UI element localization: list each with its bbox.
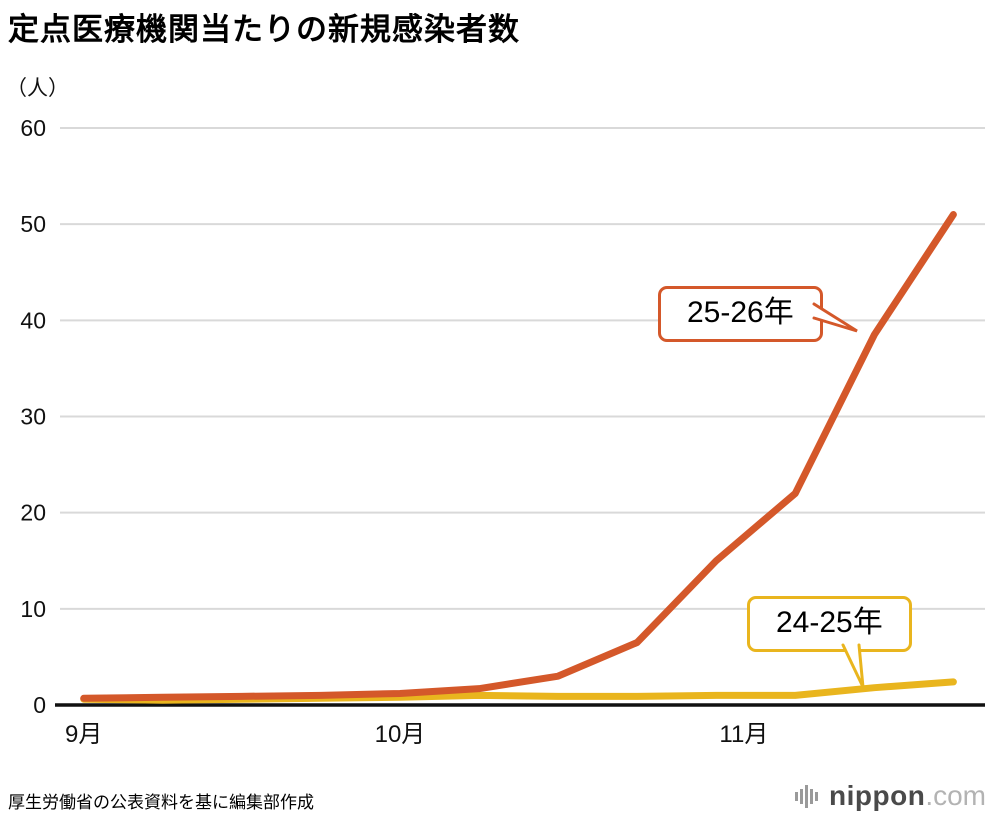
y-tick-label: 50 — [20, 211, 46, 237]
series-label-text: 24-25年 — [776, 606, 883, 639]
series-label-text: 25-26年 — [687, 296, 794, 329]
y-tick-label: 60 — [20, 115, 46, 141]
logo-text: nippon — [829, 780, 926, 811]
y-tick-label: 0 — [33, 692, 46, 718]
chart-title: 定点医療機関当たりの新規感染者数 — [8, 12, 520, 47]
callout-tail-icon — [841, 643, 865, 688]
y-tick-label: 40 — [20, 307, 46, 333]
logo-suffix: .com — [925, 780, 986, 811]
nippon-logo-waveform-icon — [795, 784, 820, 808]
y-axis-unit-label: （人） — [6, 77, 69, 100]
y-tick-label: 30 — [20, 404, 46, 430]
nippon-logo: nippon .com — [795, 780, 986, 812]
source-note: 厚生労働省の公表資料を基に編集部作成 — [8, 793, 314, 812]
series-line-25-26年 — [80, 211, 957, 702]
series-label-24-25: 24-25年 — [747, 596, 912, 688]
x-tick-label: 9月 — [65, 721, 102, 748]
callout-tail-icon — [812, 302, 858, 333]
x-tick-label: 10月 — [375, 721, 426, 748]
y-tick-label: 10 — [20, 596, 46, 622]
y-tick-label: 20 — [20, 500, 46, 526]
series-label-25-26: 25-26年 — [658, 286, 858, 342]
x-tick-label: 11月 — [719, 721, 768, 748]
